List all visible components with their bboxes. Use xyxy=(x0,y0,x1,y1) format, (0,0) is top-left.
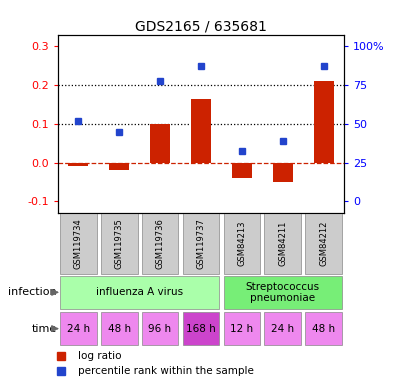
Text: GSM84213: GSM84213 xyxy=(238,221,246,266)
Text: 24 h: 24 h xyxy=(271,324,295,334)
Text: GSM119735: GSM119735 xyxy=(115,218,124,269)
Text: GSM119734: GSM119734 xyxy=(74,218,83,269)
Text: GSM119736: GSM119736 xyxy=(156,218,164,269)
Text: log ratio: log ratio xyxy=(78,351,121,361)
Text: 96 h: 96 h xyxy=(148,324,172,334)
Text: infection: infection xyxy=(8,287,57,297)
Bar xyxy=(273,162,293,182)
Text: GSM84211: GSM84211 xyxy=(278,221,287,266)
Bar xyxy=(224,312,260,345)
Bar xyxy=(101,213,138,274)
Bar xyxy=(142,213,178,274)
Bar xyxy=(183,213,219,274)
Bar xyxy=(264,312,301,345)
Bar xyxy=(68,162,88,166)
Text: 168 h: 168 h xyxy=(186,324,216,334)
Bar xyxy=(109,162,129,170)
Bar xyxy=(224,213,260,274)
Bar xyxy=(305,312,342,345)
Bar xyxy=(150,124,170,162)
Bar xyxy=(224,276,342,309)
Title: GDS2165 / 635681: GDS2165 / 635681 xyxy=(135,20,267,33)
Text: time: time xyxy=(32,324,57,334)
Text: 24 h: 24 h xyxy=(66,324,90,334)
Bar xyxy=(101,312,138,345)
Text: 48 h: 48 h xyxy=(107,324,131,334)
Bar xyxy=(60,213,97,274)
Text: GSM119737: GSM119737 xyxy=(197,218,205,269)
Text: 48 h: 48 h xyxy=(312,324,336,334)
Bar xyxy=(60,276,219,309)
Bar xyxy=(183,312,219,345)
Bar xyxy=(305,213,342,274)
Text: GSM84212: GSM84212 xyxy=(319,221,328,266)
Bar xyxy=(314,81,334,162)
Text: influenza A virus: influenza A virus xyxy=(96,287,183,297)
Bar xyxy=(191,99,211,162)
Bar xyxy=(232,162,252,178)
Text: 12 h: 12 h xyxy=(230,324,254,334)
Bar xyxy=(60,312,97,345)
Text: Streptococcus
pneumoniae: Streptococcus pneumoniae xyxy=(246,281,320,303)
Bar xyxy=(264,213,301,274)
Bar xyxy=(142,312,178,345)
Text: percentile rank within the sample: percentile rank within the sample xyxy=(78,366,254,376)
